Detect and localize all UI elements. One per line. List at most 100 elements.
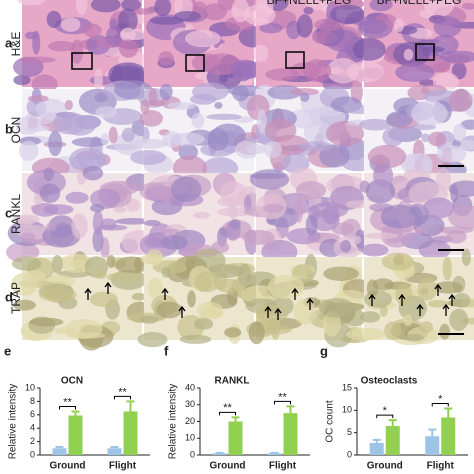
tissue	[154, 0, 172, 17]
tissue	[294, 199, 304, 223]
tissue	[352, 37, 386, 61]
row-label: OCN	[9, 117, 23, 144]
tissue	[105, 26, 122, 47]
tissue	[69, 147, 107, 172]
tissue	[439, 323, 450, 340]
tissue	[121, 0, 141, 12]
tissue	[433, 281, 463, 294]
tissue	[82, 165, 104, 181]
error-bar	[428, 428, 437, 437]
tissue	[133, 8, 155, 15]
tissue	[13, 75, 31, 86]
tissue	[52, 254, 63, 274]
significance-bracket	[274, 400, 291, 405]
tissue	[423, 197, 454, 219]
tissue	[373, 163, 394, 188]
bar	[425, 436, 440, 455]
chart-title: Osteoclasts	[361, 376, 418, 387]
tissue	[248, 321, 265, 345]
tissue	[185, 257, 195, 271]
tissue	[360, 243, 389, 257]
tissue	[130, 150, 167, 165]
tissue	[206, 113, 242, 121]
panel-letter: e	[4, 343, 11, 358]
row-label: TRAP	[9, 282, 23, 314]
tissue	[92, 210, 104, 235]
tissue	[60, 17, 81, 32]
histology-panels	[5, 0, 474, 351]
tissue	[156, 301, 183, 319]
tissue	[303, 59, 332, 83]
tissue	[159, 83, 173, 100]
tissue	[128, 138, 169, 149]
tissue	[48, 40, 76, 52]
tissue	[160, 235, 188, 250]
tissue	[419, 321, 433, 334]
y-tick-label: 10	[185, 433, 195, 443]
error-bar	[215, 451, 224, 454]
tissue	[92, 228, 104, 253]
tissue	[106, 254, 116, 268]
arrow	[291, 287, 299, 300]
bar	[107, 448, 122, 455]
tissue	[94, 68, 103, 93]
tissue	[39, 183, 61, 204]
tissue	[120, 27, 136, 42]
panel-letter: g	[320, 343, 328, 358]
tissue	[403, 48, 414, 61]
significance-bracket	[59, 405, 76, 410]
tissue	[100, 218, 117, 230]
tissue	[194, 318, 214, 330]
tissue	[255, 304, 289, 323]
tissue	[187, 290, 196, 308]
tissue	[245, 144, 267, 154]
tissue	[379, 304, 388, 317]
tissue	[12, 299, 36, 311]
tissue	[106, 272, 142, 283]
tissue	[243, 194, 252, 211]
tissue	[323, 266, 359, 281]
tissue	[140, 253, 163, 265]
tissue	[296, 14, 313, 38]
tissue	[386, 111, 413, 128]
tissue	[189, 93, 217, 105]
tissue	[256, 109, 267, 134]
tissue	[143, 219, 161, 227]
tissue	[360, 311, 381, 323]
tissue	[446, 229, 467, 244]
bar	[369, 442, 384, 455]
tissue	[158, 51, 175, 67]
tissue	[421, 133, 430, 143]
significance-bracket	[431, 403, 449, 407]
tissue	[393, 18, 405, 32]
tissue	[11, 272, 38, 296]
arrow	[434, 283, 442, 296]
tissue	[113, 132, 144, 156]
bar	[283, 413, 298, 455]
error-bar	[110, 445, 119, 449]
tissue	[32, 30, 41, 55]
tissue	[265, 68, 300, 81]
x-tick-label: Ground	[49, 461, 85, 472]
tissue	[345, 327, 386, 341]
tissue	[162, 228, 180, 236]
panel-letter: c	[5, 205, 12, 220]
y-tick-label: 6	[30, 409, 35, 419]
x-tick-label: Flight	[427, 461, 455, 472]
tissue	[100, 133, 110, 146]
tissue	[174, 10, 201, 22]
panel-letter: f	[164, 343, 169, 358]
error-bar	[270, 451, 279, 454]
y-tick-label: 20	[185, 416, 195, 426]
y-tick-label: 2	[30, 436, 35, 446]
tissue	[263, 141, 282, 158]
tissue	[419, 79, 437, 87]
tissue	[90, 203, 105, 213]
tissue	[64, 99, 73, 111]
tissue	[414, 226, 424, 236]
y-axis-label: Relative intensity	[168, 384, 179, 460]
tissue	[451, 62, 467, 80]
tissue	[381, 252, 414, 271]
tissue	[436, 167, 451, 192]
x-tick-label: Flight	[269, 461, 297, 472]
